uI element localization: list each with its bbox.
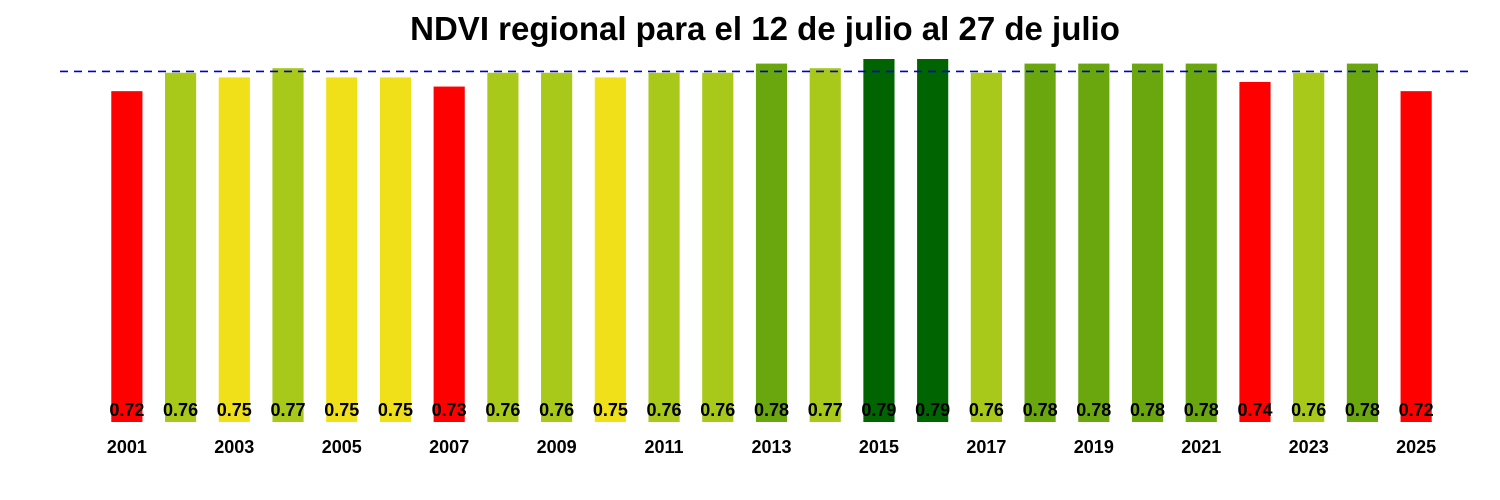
chart-title: NDVI regional para el 12 de julio al 27 …: [410, 10, 1120, 47]
bar-2003: [218, 77, 250, 422]
x-tick-label-2009: 2009: [537, 437, 577, 457]
bar-2023: [1293, 72, 1325, 422]
value-label-2001: 0.72: [109, 400, 144, 420]
bar-2025: [1400, 91, 1432, 422]
x-tick-label-2023: 2023: [1289, 437, 1329, 457]
x-tick-label-2015: 2015: [859, 437, 899, 457]
bars-layer: [111, 59, 1432, 423]
value-label-2009: 0.76: [539, 400, 574, 420]
value-label-2010: 0.75: [593, 400, 628, 420]
value-label-2007: 0.73: [432, 400, 467, 420]
bar-2014: [809, 68, 841, 422]
bar-2024: [1346, 63, 1378, 423]
value-label-2005: 0.75: [324, 400, 359, 420]
bar-2020: [1131, 63, 1164, 423]
value-label-2006: 0.75: [378, 400, 413, 420]
bar-2016: [917, 59, 949, 422]
x-tick-label-2019: 2019: [1074, 437, 1114, 457]
bar-2015: [863, 59, 895, 422]
bar-2018: [1024, 63, 1056, 423]
value-label-2020: 0.78: [1130, 400, 1165, 420]
bar-2013: [755, 63, 788, 423]
bar-2021: [1185, 63, 1217, 423]
value-label-2013: 0.78: [754, 400, 789, 420]
bar-2008: [487, 72, 519, 422]
bar-2006: [379, 77, 412, 422]
x-tick-label-2021: 2021: [1181, 437, 1221, 457]
x-tick-label-2017: 2017: [966, 437, 1006, 457]
x-tick-label-2007: 2007: [429, 437, 469, 457]
bar-2007: [433, 86, 465, 422]
value-label-2003: 0.75: [217, 400, 252, 420]
value-label-2008: 0.76: [485, 400, 520, 420]
bar-2011: [648, 72, 680, 422]
value-label-2017: 0.76: [969, 400, 1004, 420]
bar-2002: [165, 72, 197, 422]
value-label-2002: 0.76: [163, 400, 198, 420]
value-label-2016: 0.79: [915, 400, 950, 420]
value-label-2015: 0.79: [861, 400, 896, 420]
x-tick-label-2001: 2001: [107, 437, 147, 457]
bar-2012: [702, 72, 734, 422]
bar-2019: [1078, 63, 1110, 423]
value-label-2011: 0.76: [647, 400, 682, 420]
x-axis-ticks-layer: 2001 2003 2005 2007 2009 2011 2013 2015 2017 2019…: [107, 437, 1436, 457]
bar-2017: [970, 72, 1002, 422]
x-tick-label-2025: 2025: [1396, 437, 1436, 457]
value-label-2019: 0.78: [1076, 400, 1111, 420]
value-label-2024: 0.78: [1345, 400, 1380, 420]
value-label-2014: 0.77: [808, 400, 843, 420]
value-label-2018: 0.78: [1023, 400, 1058, 420]
value-label-2004: 0.77: [270, 400, 305, 420]
bar-2009: [541, 72, 573, 422]
value-label-2012: 0.76: [700, 400, 735, 420]
value-label-2023: 0.76: [1291, 400, 1326, 420]
value-label-2025: 0.72: [1399, 400, 1434, 420]
bar-2004: [272, 68, 304, 422]
x-tick-label-2005: 2005: [322, 437, 362, 457]
value-labels-layer: 0.72 0.76 0.75 0.77 0.75 0.75 0.73 0.76 0.76 0.75…: [109, 400, 1433, 420]
bar-2022: [1239, 81, 1271, 422]
x-tick-label-2011: 2011: [645, 437, 684, 457]
x-tick-label-2013: 2013: [751, 437, 791, 457]
bar-2001: [111, 91, 143, 422]
bar-2005: [326, 77, 358, 422]
bar-2010: [594, 77, 626, 422]
x-tick-label-2003: 2003: [214, 437, 254, 457]
value-label-2022: 0.74: [1237, 400, 1272, 420]
value-label-2021: 0.78: [1184, 400, 1219, 420]
